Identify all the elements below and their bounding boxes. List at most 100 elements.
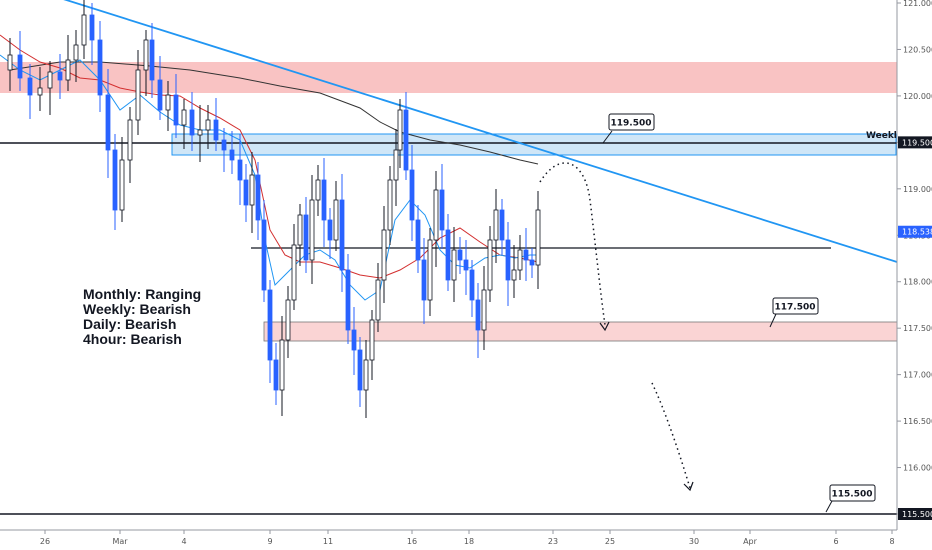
time-tick-label: 25: [605, 537, 615, 546]
candle-body: [469, 269, 475, 301]
candle-body: [27, 77, 33, 96]
candle-body: [249, 174, 255, 206]
time-tick-label: 9: [267, 537, 272, 546]
projection-arrowhead-1: [599, 321, 610, 332]
candle-body: [285, 299, 291, 341]
candle-body: [37, 87, 43, 96]
candle-body: [529, 259, 535, 266]
candle-body: [415, 219, 421, 261]
projection-path-1: [539, 162, 606, 326]
candle-body: [127, 119, 133, 161]
weekly-zone: [171, 133, 897, 156]
candle-body: [57, 71, 63, 81]
label-119-500: 119.500: [602, 113, 655, 144]
candle-body: [97, 39, 103, 96]
candle-body: [363, 359, 369, 391]
candle-body: [213, 119, 219, 141]
trend-summary: Monthly: Ranging Weekly: Bearish Daily: …: [83, 287, 201, 347]
price-tags: 119.500 118.538 115.500: [898, 136, 932, 520]
time-tick-label: 23: [548, 537, 558, 546]
candle-body: [229, 149, 235, 161]
label-117-500: 117.500: [769, 297, 819, 328]
time-tick-label: Mar: [112, 537, 128, 546]
projection-path-2: [651, 382, 691, 489]
candle-body: [309, 199, 315, 261]
price-tick-label: 118.000: [903, 278, 932, 287]
candle-body: [345, 269, 351, 331]
candle-body: [89, 14, 95, 41]
candle-body: [119, 159, 125, 211]
candle-body: [427, 239, 433, 301]
candle-body: [351, 329, 357, 351]
candle-body: [149, 39, 155, 81]
candle-body: [105, 94, 111, 151]
candle-body: [17, 54, 23, 79]
candle-body: [165, 94, 171, 111]
candle-body: [481, 289, 487, 331]
candle-body: [73, 44, 79, 61]
candle-body: [333, 199, 339, 241]
candle-body: [511, 269, 517, 281]
candle-body: [189, 109, 195, 136]
candle-body: [523, 249, 529, 261]
candle-body: [173, 94, 179, 126]
weekly-label: Weekly: [866, 131, 903, 141]
candle-body: [505, 239, 511, 281]
price-tag-label: 119.500: [902, 138, 932, 147]
candle-body: [357, 349, 363, 391]
price-tick-label: 117.000: [903, 371, 932, 380]
time-tick-label: 26: [40, 537, 50, 546]
label-115-500: 115.500: [825, 484, 876, 513]
candle-body: [273, 359, 279, 391]
price-tag-label: 118.538: [902, 228, 932, 237]
candle-body: [433, 189, 439, 241]
candle-body: [369, 319, 375, 361]
candle-body: [65, 59, 71, 81]
time-tick-label: 30: [689, 537, 699, 546]
time-axis[interactable]: [0, 530, 932, 550]
summary-monthly: Monthly: Ranging: [83, 286, 202, 302]
candle-body: [403, 109, 409, 171]
time-tick-label: 16: [407, 537, 417, 546]
price-tag-label: 115.500: [902, 510, 932, 519]
price-tag: [898, 225, 932, 238]
candle-body: [303, 214, 309, 261]
candle-body: [181, 109, 187, 126]
candle-body: [381, 229, 387, 281]
candle-body: [487, 239, 493, 291]
candle-body: [7, 54, 13, 71]
candle-body: [493, 209, 499, 241]
summary-4hour: 4hour: Bearish: [83, 331, 182, 347]
resistance-zone: [0, 62, 897, 93]
candle-body: [517, 249, 523, 271]
candle-body: [205, 119, 211, 131]
candle-body: [279, 339, 285, 391]
candle-body: [197, 129, 203, 136]
time-tick-label: 11: [323, 537, 333, 546]
projection-arrowhead-2: [683, 481, 694, 492]
candle-body: [221, 139, 227, 151]
price-tag: [898, 508, 932, 520]
candles-layer: [7, 0, 541, 418]
ma-slow-line: [9, 61, 539, 165]
candle-body: [451, 249, 457, 281]
label-115-500-text: 115.500: [832, 490, 873, 500]
time-tick-label: 18: [464, 537, 474, 546]
summary-daily: Daily: Bearish: [83, 316, 177, 332]
price-tick-label: 119.000: [903, 185, 932, 194]
candle-body: [327, 219, 333, 241]
support-zone: [263, 321, 898, 342]
candle-body: [261, 219, 267, 291]
price-tick-label: 121.000: [903, 0, 932, 8]
time-axis-ticks: 26 Mar 4 9 11 16 18 23 25 30 Apr 6 8: [40, 530, 895, 546]
price-tick-label: 116.000: [903, 464, 932, 473]
candle-body: [535, 209, 541, 266]
candle-body: [47, 71, 53, 89]
candle-body: [291, 244, 297, 301]
candle-body: [457, 249, 463, 261]
candle-body: [243, 179, 249, 206]
price-axis[interactable]: [897, 0, 932, 530]
price-tick-label: 120.000: [903, 92, 932, 101]
